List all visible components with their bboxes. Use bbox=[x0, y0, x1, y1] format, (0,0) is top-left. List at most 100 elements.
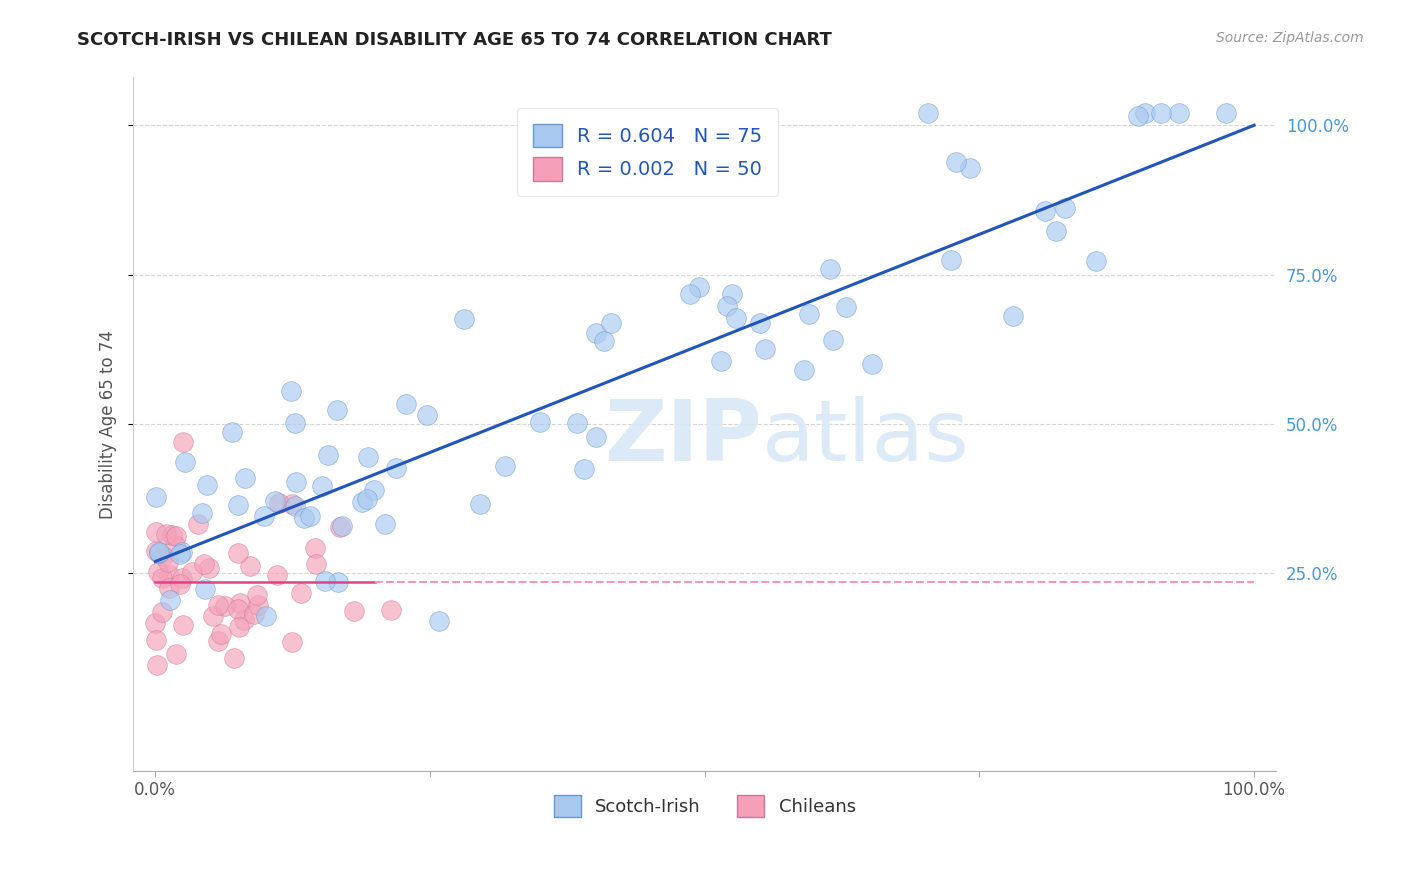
Point bbox=[228, 596, 250, 610]
Point bbox=[172, 435, 194, 450]
Point bbox=[311, 478, 333, 492]
Point bbox=[194, 582, 217, 596]
Point bbox=[725, 311, 748, 326]
Point bbox=[860, 357, 883, 371]
Point bbox=[239, 559, 262, 574]
Point bbox=[284, 500, 307, 514]
Point bbox=[415, 408, 437, 422]
Point bbox=[145, 632, 167, 647]
Point bbox=[214, 599, 236, 613]
Point bbox=[267, 495, 290, 509]
Point bbox=[567, 416, 589, 430]
Point bbox=[143, 616, 166, 631]
Point bbox=[284, 416, 307, 430]
Legend: Scotch-Irish, Chileans: Scotch-Irish, Chileans bbox=[547, 788, 863, 824]
Point bbox=[198, 561, 221, 575]
Point bbox=[299, 508, 322, 523]
Point bbox=[1085, 253, 1108, 268]
Point bbox=[945, 155, 967, 169]
Point bbox=[1033, 204, 1056, 219]
Point bbox=[572, 462, 595, 476]
Point bbox=[835, 300, 858, 314]
Point bbox=[207, 633, 229, 648]
Point bbox=[233, 471, 256, 485]
Point bbox=[529, 415, 551, 429]
Point bbox=[395, 397, 418, 411]
Point bbox=[350, 494, 373, 508]
Point bbox=[169, 547, 191, 561]
Point bbox=[679, 286, 702, 301]
Point bbox=[156, 555, 179, 569]
Text: ZIP: ZIP bbox=[605, 396, 762, 479]
Point bbox=[329, 520, 352, 534]
Point bbox=[172, 571, 194, 585]
Point bbox=[228, 546, 250, 560]
Point bbox=[326, 402, 349, 417]
Point bbox=[797, 307, 820, 321]
Text: Source: ZipAtlas.com: Source: ZipAtlas.com bbox=[1216, 31, 1364, 45]
Point bbox=[172, 618, 194, 632]
Point bbox=[1150, 106, 1173, 120]
Point bbox=[146, 657, 169, 672]
Point bbox=[356, 491, 378, 506]
Point bbox=[1001, 309, 1024, 323]
Point bbox=[716, 299, 738, 313]
Point bbox=[380, 603, 402, 617]
Point bbox=[181, 565, 204, 579]
Point bbox=[939, 253, 962, 268]
Point bbox=[202, 609, 225, 624]
Point bbox=[330, 519, 353, 533]
Point bbox=[600, 317, 623, 331]
Point bbox=[222, 651, 245, 665]
Point bbox=[159, 593, 181, 607]
Point bbox=[363, 483, 385, 498]
Point bbox=[193, 557, 215, 571]
Point bbox=[314, 574, 336, 588]
Point bbox=[1045, 224, 1067, 238]
Point bbox=[228, 620, 250, 634]
Point bbox=[1053, 201, 1076, 215]
Point bbox=[266, 567, 288, 582]
Point bbox=[374, 516, 396, 531]
Point bbox=[165, 647, 187, 661]
Point bbox=[1215, 106, 1237, 120]
Point bbox=[585, 326, 607, 340]
Point bbox=[157, 568, 180, 582]
Point bbox=[818, 261, 841, 276]
Point bbox=[280, 384, 302, 398]
Point bbox=[155, 527, 177, 541]
Point bbox=[357, 450, 380, 464]
Point bbox=[172, 545, 194, 559]
Point bbox=[281, 634, 304, 648]
Point bbox=[195, 477, 218, 491]
Point bbox=[163, 538, 186, 552]
Point bbox=[243, 607, 266, 621]
Point bbox=[165, 529, 187, 543]
Point bbox=[304, 541, 326, 555]
Point bbox=[145, 525, 167, 540]
Point bbox=[427, 615, 450, 629]
Point bbox=[253, 509, 276, 524]
Point bbox=[157, 582, 180, 596]
Point bbox=[285, 475, 308, 489]
Point bbox=[343, 604, 366, 618]
Point bbox=[585, 430, 607, 444]
Point bbox=[593, 334, 616, 348]
Point bbox=[254, 609, 277, 624]
Point bbox=[152, 549, 174, 563]
Point bbox=[207, 599, 229, 613]
Text: atlas: atlas bbox=[762, 396, 970, 479]
Point bbox=[290, 585, 312, 599]
Point bbox=[145, 543, 167, 558]
Point bbox=[754, 343, 776, 357]
Point bbox=[191, 506, 214, 520]
Point bbox=[748, 316, 770, 330]
Point bbox=[959, 161, 981, 176]
Point bbox=[148, 566, 170, 580]
Point bbox=[710, 354, 733, 368]
Point bbox=[688, 280, 710, 294]
Point bbox=[247, 598, 270, 612]
Point bbox=[821, 333, 844, 347]
Point bbox=[305, 557, 328, 571]
Point bbox=[174, 455, 197, 469]
